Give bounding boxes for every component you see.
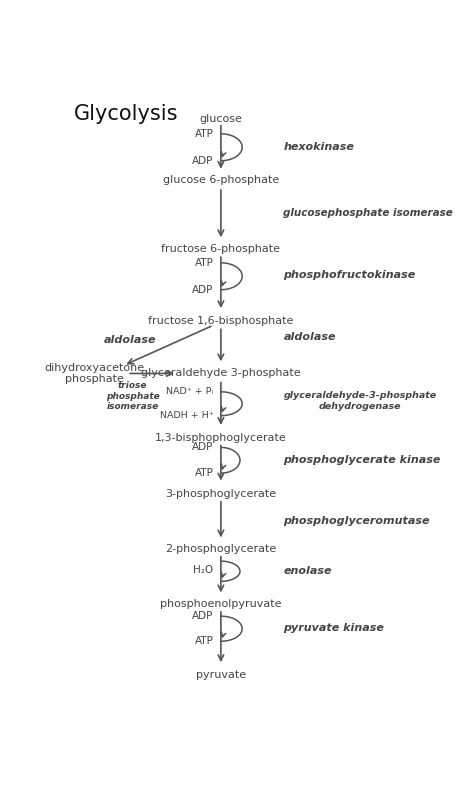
Text: H₂O: H₂O [193,565,213,575]
Text: aldolase: aldolase [283,333,336,342]
Text: ATP: ATP [195,129,213,139]
Text: glyceraldehyde 3-phosphate: glyceraldehyde 3-phosphate [141,368,301,379]
Text: glucose: glucose [200,114,242,124]
Text: ADP: ADP [192,442,213,453]
Text: phosphoenolpyruvate: phosphoenolpyruvate [160,599,282,609]
Text: dihydroxyacetone
phosphate: dihydroxyacetone phosphate [44,363,144,384]
Text: fructose 1,6-bisphosphate: fructose 1,6-bisphosphate [148,317,293,326]
Text: NADH + H⁺: NADH + H⁺ [160,411,213,420]
Text: ATP: ATP [195,636,213,646]
Text: 2-phosphoglycerate: 2-phosphoglycerate [165,544,276,554]
Text: ATP: ATP [195,258,213,268]
Text: 3-phosphoglycerate: 3-phosphoglycerate [165,489,276,499]
Text: Glycolysis: Glycolysis [74,105,178,125]
Text: glucosephosphate isomerase: glucosephosphate isomerase [283,208,453,218]
Text: pyruvate kinase: pyruvate kinase [283,623,384,634]
Text: phosphoglyceromutase: phosphoglyceromutase [283,516,430,526]
Text: phosphofructokinase: phosphofructokinase [283,270,416,280]
Text: ADP: ADP [192,156,213,166]
Text: triose
phosphate
isomerase: triose phosphate isomerase [106,381,160,411]
Text: NAD⁺ + Pᵢ: NAD⁺ + Pᵢ [166,387,213,396]
Text: 1,3-bisphophoglycerate: 1,3-bisphophoglycerate [155,433,287,442]
Text: ADP: ADP [192,285,213,295]
Text: glyceraldehyde-3-phosphate
dehydrogenase: glyceraldehyde-3-phosphate dehydrogenase [283,391,437,410]
Text: glucose 6-phosphate: glucose 6-phosphate [163,175,279,185]
Text: ADP: ADP [192,611,213,621]
Text: aldolase: aldolase [103,335,156,345]
Text: enolase: enolase [283,566,332,576]
Text: hexokinase: hexokinase [283,141,354,152]
Text: fructose 6-phosphate: fructose 6-phosphate [161,245,281,254]
Text: phosphoglycerate kinase: phosphoglycerate kinase [283,455,441,464]
Text: pyruvate: pyruvate [196,670,246,680]
Text: ATP: ATP [195,468,213,478]
